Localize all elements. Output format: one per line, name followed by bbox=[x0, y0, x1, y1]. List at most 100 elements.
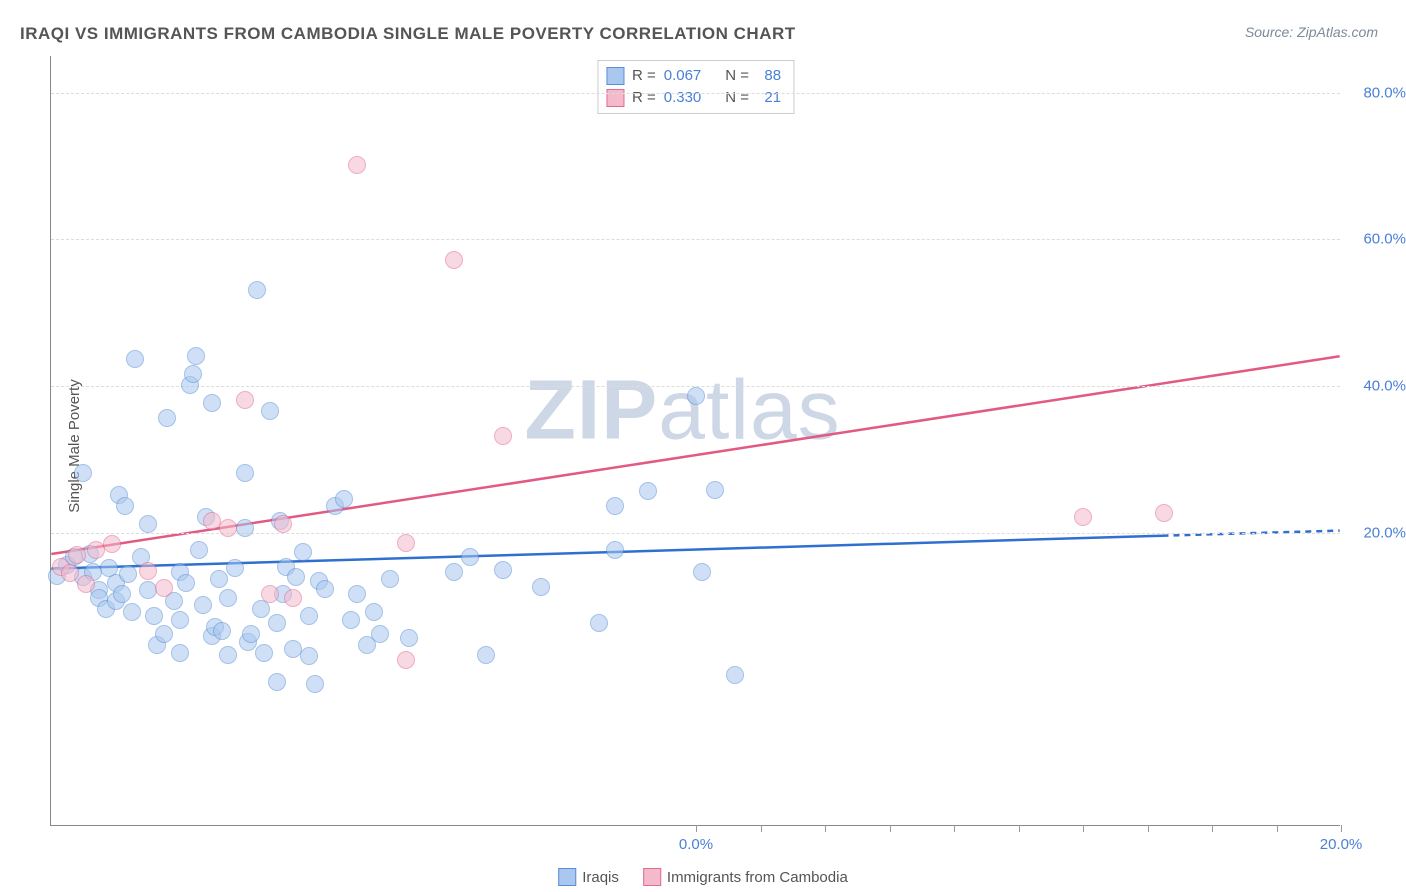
legend-top: R =0.067N =88R =0.330N =21 bbox=[597, 60, 794, 114]
x-major-tick bbox=[1341, 825, 1342, 832]
watermark-bold: ZIP bbox=[525, 362, 659, 456]
gridline bbox=[51, 93, 1340, 94]
data-point bbox=[371, 625, 389, 643]
legend-bottom-item: Iraqis bbox=[558, 868, 619, 886]
y-tick-label: 20.0% bbox=[1363, 524, 1406, 541]
y-tick-label: 60.0% bbox=[1363, 231, 1406, 248]
plot-area: ZIPatlas R =0.067N =88R =0.330N =21 20.0… bbox=[50, 56, 1340, 826]
data-point bbox=[726, 666, 744, 684]
legend-n-label: N = bbox=[725, 65, 749, 87]
data-point bbox=[61, 564, 79, 582]
y-tick-label: 40.0% bbox=[1363, 378, 1406, 395]
legend-r-label: R = bbox=[632, 87, 656, 109]
source-label: Source: ZipAtlas.com bbox=[1245, 24, 1378, 40]
data-point bbox=[268, 614, 286, 632]
x-minor-tick bbox=[954, 825, 955, 832]
data-point bbox=[397, 534, 415, 552]
legend-n-value: 88 bbox=[757, 65, 781, 87]
data-point bbox=[187, 347, 205, 365]
data-point bbox=[706, 481, 724, 499]
data-point bbox=[236, 519, 254, 537]
data-point bbox=[268, 673, 286, 691]
gridline bbox=[51, 239, 1340, 240]
legend-bottom-item: Immigrants from Cambodia bbox=[643, 868, 848, 886]
data-point bbox=[284, 589, 302, 607]
data-point bbox=[139, 562, 157, 580]
data-point bbox=[381, 570, 399, 588]
data-point bbox=[316, 580, 334, 598]
x-minor-tick bbox=[1148, 825, 1149, 832]
legend-series-name: Iraqis bbox=[582, 869, 619, 886]
data-point bbox=[139, 581, 157, 599]
legend-bottom: Iraqis Immigrants from Cambodia bbox=[558, 868, 848, 886]
x-minor-tick bbox=[1019, 825, 1020, 832]
data-point bbox=[306, 675, 324, 693]
legend-r-value: 0.067 bbox=[664, 65, 702, 87]
data-point bbox=[210, 570, 228, 588]
x-minor-tick bbox=[1277, 825, 1278, 832]
data-point bbox=[226, 559, 244, 577]
legend-top-row: R = 0.067 N = 88 bbox=[606, 65, 781, 87]
data-point bbox=[606, 541, 624, 559]
data-point bbox=[219, 646, 237, 664]
data-point bbox=[477, 646, 495, 664]
data-point bbox=[335, 490, 353, 508]
data-point bbox=[261, 585, 279, 603]
data-point bbox=[400, 629, 418, 647]
watermark-light: atlas bbox=[658, 362, 840, 456]
data-point bbox=[177, 574, 195, 592]
data-point bbox=[155, 579, 173, 597]
chart-title: IRAQI VS IMMIGRANTS FROM CAMBODIA SINGLE… bbox=[20, 24, 796, 44]
data-point bbox=[171, 611, 189, 629]
data-point bbox=[184, 365, 202, 383]
data-point bbox=[494, 427, 512, 445]
data-point bbox=[300, 647, 318, 665]
data-point bbox=[300, 607, 318, 625]
x-minor-tick bbox=[761, 825, 762, 832]
data-point bbox=[68, 546, 86, 564]
data-point bbox=[248, 281, 266, 299]
data-point bbox=[365, 603, 383, 621]
data-point bbox=[103, 535, 121, 553]
data-point bbox=[213, 622, 231, 640]
data-point bbox=[274, 515, 292, 533]
data-point bbox=[590, 614, 608, 632]
data-point bbox=[1074, 508, 1092, 526]
data-point bbox=[219, 589, 237, 607]
legend-series-name: Immigrants from Cambodia bbox=[667, 869, 848, 886]
watermark: ZIPatlas bbox=[525, 361, 841, 458]
legend-swatch bbox=[643, 868, 661, 886]
data-point bbox=[287, 568, 305, 586]
data-point bbox=[155, 625, 173, 643]
x-minor-tick bbox=[890, 825, 891, 832]
data-point bbox=[639, 482, 657, 500]
x-tick-label: 0.0% bbox=[679, 836, 713, 853]
x-minor-tick bbox=[825, 825, 826, 832]
data-point bbox=[194, 596, 212, 614]
x-minor-tick bbox=[1212, 825, 1213, 832]
data-point bbox=[203, 394, 221, 412]
data-point bbox=[445, 563, 463, 581]
data-point bbox=[74, 464, 92, 482]
data-point bbox=[113, 585, 131, 603]
data-point bbox=[532, 578, 550, 596]
x-major-tick bbox=[696, 825, 697, 832]
data-point bbox=[494, 561, 512, 579]
data-point bbox=[693, 563, 711, 581]
data-point bbox=[294, 543, 312, 561]
data-point bbox=[145, 607, 163, 625]
legend-r-value: 0.330 bbox=[664, 87, 702, 109]
data-point bbox=[606, 497, 624, 515]
data-point bbox=[126, 350, 144, 368]
data-point bbox=[397, 651, 415, 669]
data-point bbox=[687, 387, 705, 405]
legend-top-row: R =0.330N =21 bbox=[606, 87, 781, 109]
data-point bbox=[190, 541, 208, 559]
legend-r-label: R = bbox=[632, 65, 656, 87]
data-point bbox=[242, 625, 260, 643]
data-point bbox=[1155, 504, 1173, 522]
y-tick-label: 80.0% bbox=[1363, 84, 1406, 101]
x-tick-label: 20.0% bbox=[1320, 836, 1363, 853]
data-point bbox=[261, 402, 279, 420]
data-point bbox=[348, 156, 366, 174]
